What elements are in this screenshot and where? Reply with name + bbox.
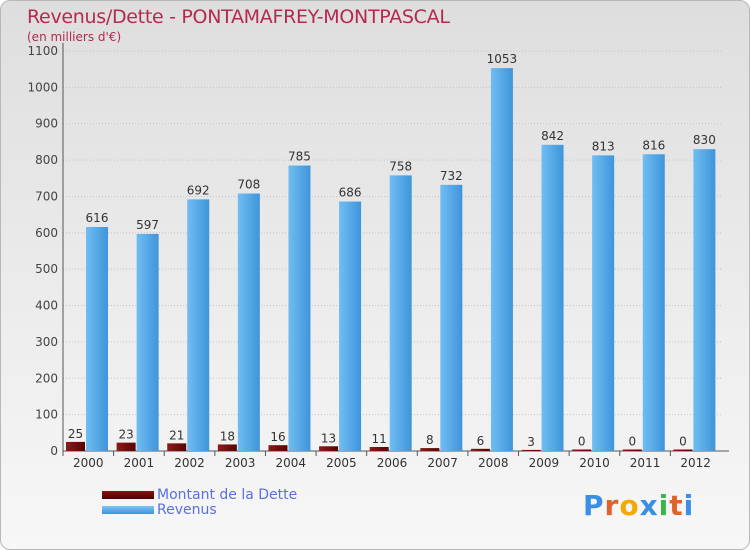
bar-revenue: [86, 227, 108, 451]
debt-swatch-icon: [102, 490, 154, 499]
bar-debt: [217, 444, 237, 451]
data-label-revenue: 830: [693, 133, 716, 147]
logo-letter: o: [619, 489, 640, 522]
y-tick-label: 300: [35, 335, 58, 349]
data-label-debt: 25: [68, 427, 83, 441]
bar-debt: [268, 445, 288, 451]
logo-letter: i: [658, 489, 670, 522]
y-tick-label: 200: [35, 371, 58, 385]
legend-item-revenue: Revenus: [102, 501, 297, 518]
chart-subtitle: (en milliers d'€): [27, 30, 122, 44]
bar-debt: [369, 447, 389, 451]
bar-revenue: [693, 149, 716, 451]
x-tick-label: 2001: [124, 456, 155, 470]
x-tick-label: 2006: [377, 456, 408, 470]
chart-title: Revenus/Dette - PONTAMAFREY-MONTPASCAL: [27, 6, 450, 28]
bar-revenue: [389, 175, 412, 451]
bar-debt: [116, 442, 136, 451]
x-tick-label: 2003: [225, 456, 256, 470]
data-label-debt: 16: [270, 430, 285, 444]
logo-letter: i: [683, 489, 695, 522]
data-label-debt: 23: [118, 428, 133, 442]
x-tick-label: 2004: [275, 456, 306, 470]
y-tick-label: 600: [35, 226, 58, 240]
bar-debt: [319, 446, 339, 451]
logo-letter: P: [583, 489, 605, 522]
bar-revenue: [136, 233, 159, 451]
bar-debt: [622, 449, 642, 451]
data-label-revenue: 692: [187, 183, 210, 197]
data-label-debt: 6: [477, 434, 485, 448]
legend-label-revenue: Revenus: [157, 501, 217, 518]
x-tick-label: 2009: [529, 456, 560, 470]
y-tick-label: 1000: [27, 80, 58, 94]
logo-letter: x: [639, 489, 659, 522]
x-tick-label: 2011: [630, 456, 661, 470]
x-tick-label: 2012: [680, 456, 711, 470]
bar-debt: [470, 448, 490, 451]
logo-letter: t: [669, 489, 684, 522]
legend-item-debt: Montant de la Dette: [102, 486, 298, 503]
bars: [66, 68, 716, 452]
data-label-revenue: 732: [440, 169, 463, 183]
x-tick-label: 2010: [579, 456, 610, 470]
bar-revenue: [440, 184, 463, 451]
y-tick-label: 100: [35, 408, 58, 422]
data-label-debt: 13: [321, 431, 336, 445]
x-tick-label: 2008: [478, 456, 509, 470]
data-label-revenue: 785: [288, 150, 311, 164]
bar-debt: [167, 443, 187, 451]
y-tick-label: 400: [35, 299, 58, 313]
legend-label-debt: Montant de la Dette: [157, 486, 298, 503]
data-label-debt: 11: [372, 432, 387, 446]
x-tick-label: 2000: [73, 456, 104, 470]
bar-debt: [521, 449, 541, 451]
data-label-revenue: 708: [237, 178, 260, 192]
data-label-revenue: 1053: [487, 52, 518, 66]
y-tick-label: 1100: [27, 44, 58, 58]
data-label-debt: 0: [628, 435, 636, 449]
axes: 0100200300400500600700800900100011002000…: [27, 43, 729, 470]
data-label-revenue: 842: [541, 129, 564, 143]
bar-revenue: [339, 201, 362, 451]
bar-debt: [66, 441, 85, 451]
y-tick-label: 900: [35, 117, 58, 131]
data-label-debt: 3: [527, 435, 535, 449]
data-labels: 25 616 23 597 21 692 18 708 16 785 13 686 11 758 8 732 6…: [68, 52, 716, 449]
data-label-debt: 0: [679, 435, 687, 449]
y-tick-label: 800: [35, 153, 58, 167]
bar-revenue: [541, 144, 564, 451]
y-tick-label: 0: [50, 444, 58, 458]
bar-revenue: [642, 154, 665, 452]
revenue-swatch-icon: [102, 505, 154, 514]
x-tick-label: 2005: [326, 456, 357, 470]
bar-debt: [420, 448, 440, 451]
data-label-debt: 21: [169, 428, 184, 442]
data-label-debt: 18: [220, 429, 235, 443]
proxiti-logo: Proxiti: [583, 489, 694, 522]
data-label-revenue: 816: [642, 138, 665, 152]
bar-revenue: [237, 193, 260, 451]
data-label-revenue: 758: [389, 159, 412, 173]
bar-debt: [673, 449, 693, 451]
data-label-revenue: 686: [339, 186, 362, 200]
bar-revenue: [187, 199, 210, 451]
bar-revenue: [288, 165, 311, 451]
data-label-revenue: 616: [86, 211, 109, 225]
legend: Montant de la Dette Revenus: [102, 486, 298, 518]
y-tick-label: 700: [35, 189, 58, 203]
x-tick-label: 2002: [174, 456, 205, 470]
bar-revenue: [490, 68, 513, 451]
data-label-debt: 0: [578, 435, 586, 449]
logo-letter: r: [604, 489, 620, 522]
y-tick-label: 500: [35, 262, 58, 276]
bar-revenue: [592, 155, 615, 451]
data-label-revenue: 597: [136, 218, 159, 232]
x-tick-label: 2007: [427, 456, 458, 470]
bar-debt: [572, 449, 592, 451]
data-label-debt: 8: [426, 433, 434, 447]
data-label-revenue: 813: [592, 139, 615, 153]
